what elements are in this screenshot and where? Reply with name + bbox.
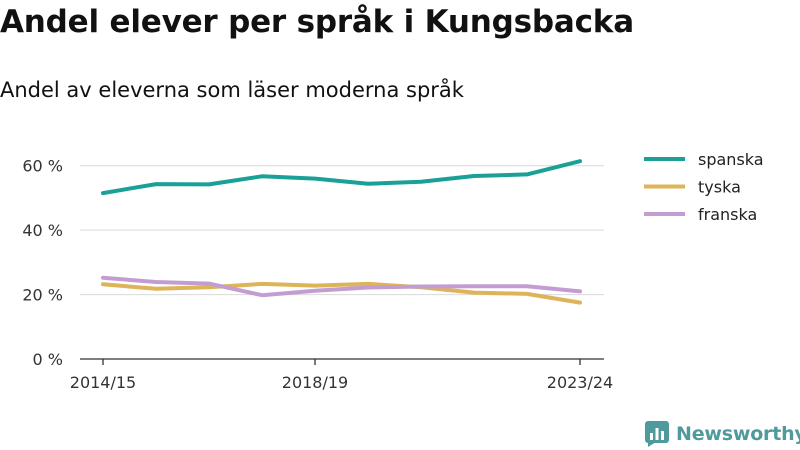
newsworthy-bar-chart-icon [645,421,669,447]
series-line-franska [101,275,582,298]
x-tick-label: 2018/19 [282,373,348,392]
legend-label-spanska: spanska [698,150,764,169]
newsworthy-logo[interactable]: Newsworthy [644,420,800,448]
x-tick-label: 2023/24 [547,373,613,392]
brand-name: Newsworthy [676,423,800,445]
y-tick-label: 0 % [33,350,63,369]
series-line-tyska [101,281,582,305]
chart-title: Andel elever per språk i Kungsbacka [0,4,634,40]
chart-subtitle: Andel av eleverna som läser moderna språ… [0,78,464,102]
x-tick-label: 2014/15 [70,373,136,392]
y-tick-label: 60 % [22,157,63,176]
legend-label-franska: franska [698,205,757,224]
legend-label-tyska: tyska [698,178,741,197]
series-line-spanska [101,159,582,196]
y-tick-label: 20 % [22,286,63,305]
y-tick-label: 40 % [22,221,63,240]
